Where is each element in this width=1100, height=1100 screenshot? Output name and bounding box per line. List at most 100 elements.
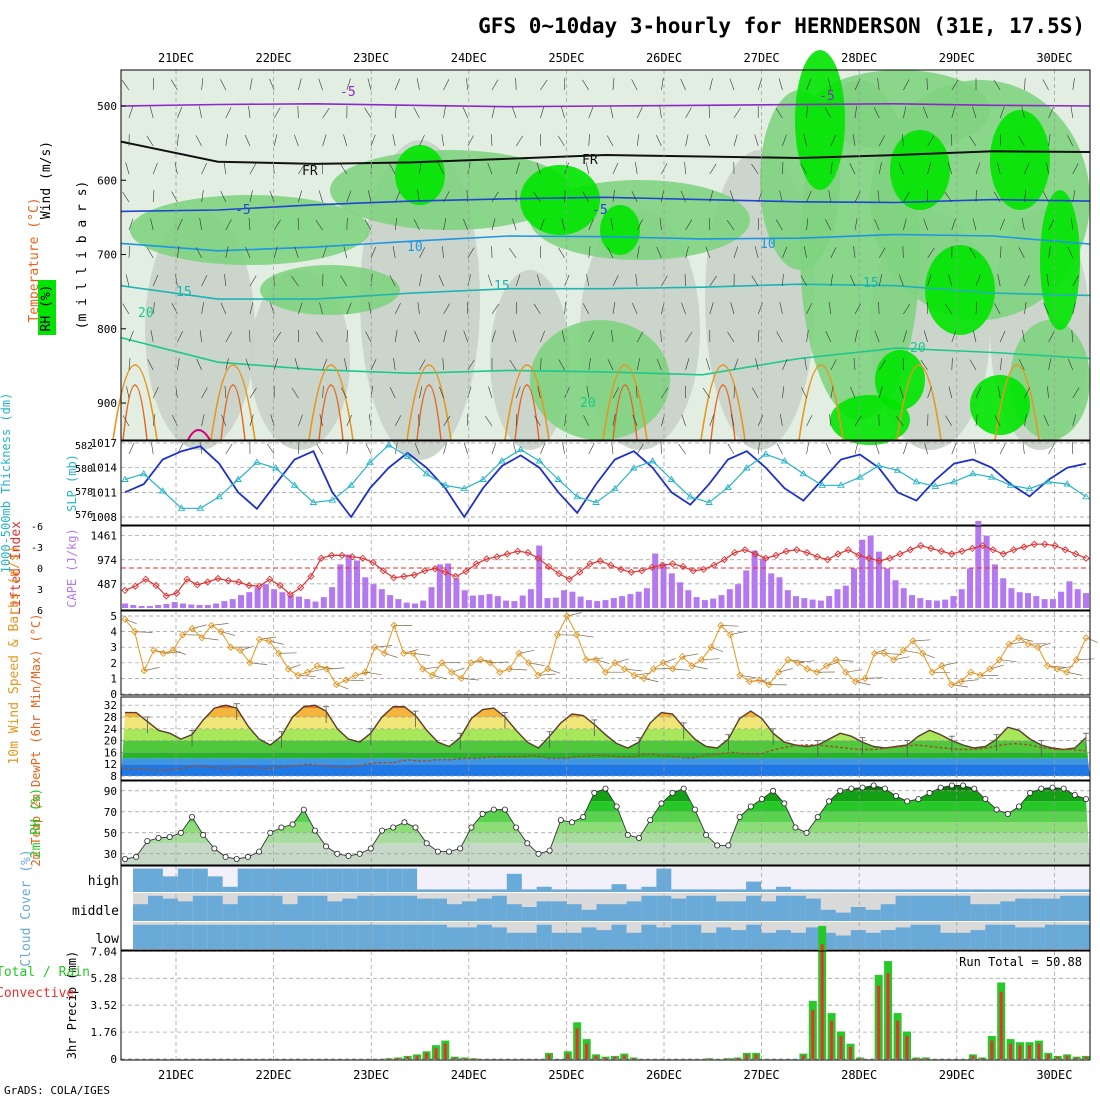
lifted-index-marker: [317, 554, 325, 562]
wind-barb: [702, 387, 711, 399]
wind-speed-marker: [217, 627, 225, 636]
lifted-index-marker: [193, 581, 201, 589]
lifted-index-marker: [224, 576, 232, 585]
precip-convective-bar: [453, 1057, 457, 1059]
wind-barb: [779, 190, 783, 203]
wind-barb: [414, 330, 420, 343]
rh-marker: [747, 803, 754, 810]
wind-barb: [757, 329, 760, 343]
thickness-line: [124, 444, 1087, 509]
cape-bar: [155, 605, 162, 608]
temperature-contour: [612, 384, 638, 441]
cape-bar: [378, 589, 385, 608]
cloud-cell: [312, 868, 328, 892]
pressure-tick-label: 500: [97, 100, 117, 113]
cape-bar: [527, 589, 534, 608]
slp-axis-label: SLP (mb): [65, 454, 79, 512]
precip-convective-bar: [415, 1055, 419, 1059]
cloud-frame: [120, 865, 1091, 951]
precip-convective-bar: [425, 1052, 428, 1059]
cloud-cell: [985, 889, 1001, 892]
cloud-cell: [252, 868, 269, 892]
precip-convective-bar: [839, 1036, 843, 1059]
cloud-cell: [880, 889, 897, 892]
wind-barb: [582, 79, 590, 91]
rh-marker: [624, 831, 631, 838]
wind-speed-marker: [794, 659, 802, 667]
lifted-index-marker: [204, 578, 212, 586]
cloud-cell: [746, 881, 762, 892]
lifted-index-marker: [979, 541, 987, 550]
wind-barb: [678, 444, 686, 455]
precip-convective-bar: [886, 973, 890, 1059]
cloud-cell: [895, 927, 912, 949]
rh-marker: [401, 819, 408, 826]
cape-frame: [120, 525, 1091, 611]
wind-barb: [536, 162, 541, 175]
cloud-cell: [880, 904, 897, 921]
wind-barb: [389, 386, 396, 399]
cloud-cell: [820, 909, 837, 921]
wind-barb: [1048, 331, 1055, 343]
thickness-marker: [931, 482, 940, 489]
cape-bar: [875, 551, 882, 608]
cape-bar: [801, 598, 808, 608]
rh-marker: [669, 789, 676, 796]
cloud-cell: [850, 907, 867, 921]
precip-frame: [120, 950, 1091, 1061]
wind-speed-marker: [678, 652, 687, 661]
cloud-cell: [970, 930, 986, 949]
cloud-cell-bg: [566, 866, 583, 892]
wind-barb: [709, 275, 717, 287]
wind-barb: [491, 218, 496, 231]
cape-bar: [561, 590, 568, 608]
cape-bar: [925, 600, 932, 608]
wind-barb: [419, 274, 422, 287]
rh-area: [250, 270, 350, 450]
cloud-cell: [880, 930, 897, 949]
precip-convective-bar: [745, 1054, 749, 1059]
thickness-marker: [1006, 481, 1015, 488]
rh-marker: [893, 793, 900, 800]
cloud-cell: [432, 898, 448, 921]
cape-bar: [967, 568, 973, 608]
wind-tick-label: 0: [110, 688, 117, 701]
wind-barb: [878, 135, 886, 147]
wind-barb: [443, 218, 447, 231]
rh-marker: [837, 787, 844, 794]
wind-barb: [806, 442, 809, 455]
contour-label: -5: [235, 203, 251, 218]
cloud-cell: [716, 901, 732, 921]
thickness-marker: [121, 475, 129, 482]
cape-bar: [1008, 588, 1015, 608]
cloud-cell-bg: [491, 866, 508, 892]
wind-barb: [854, 442, 859, 455]
wind-barb: [125, 162, 130, 175]
cloud-cell-bg: [761, 866, 777, 892]
wind-barb: [466, 189, 469, 203]
wind-speed-marker: [803, 665, 811, 673]
lifted-index-marker: [255, 582, 263, 590]
wind-barb: [830, 247, 837, 259]
wind-barb: [491, 106, 495, 119]
cape-bar: [469, 595, 476, 608]
wind-barb: [224, 385, 227, 399]
cloud-cell: [162, 876, 179, 892]
wind-barb: [152, 414, 156, 427]
rh-marker: [412, 824, 419, 831]
cloud-cell: [611, 904, 627, 921]
wind-speed-marker: [890, 656, 898, 664]
wind-barb: [660, 329, 662, 343]
rh-marker: [211, 845, 218, 852]
precip-convective-bar: [387, 1058, 391, 1059]
wind-barb: [612, 414, 616, 427]
cape-bar: [602, 600, 609, 608]
wind-barb: [588, 133, 590, 147]
cloud-cell: [566, 932, 583, 949]
precip-convective-bar: [1075, 1057, 1079, 1059]
cloud-cell: [581, 927, 598, 949]
wind-barb: [803, 134, 807, 147]
cloud-cell: [865, 909, 882, 921]
pressure-tick-label: 800: [97, 323, 117, 336]
lifted-index-marker: [245, 581, 253, 590]
